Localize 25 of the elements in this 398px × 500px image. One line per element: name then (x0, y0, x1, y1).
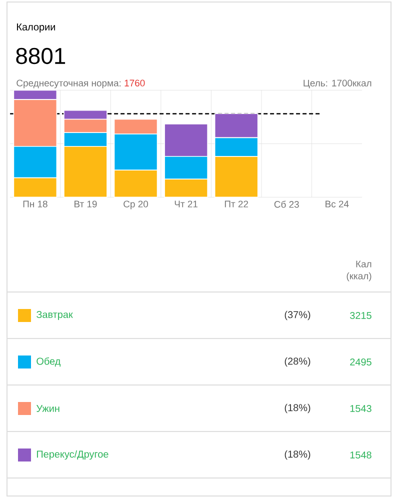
x-tick-label: Чт 21 (174, 200, 198, 208)
chart-title: Калории (17, 24, 55, 32)
legend-label: Перекус/Другое (36, 450, 108, 460)
x-tick-label: Вт 19 (74, 200, 97, 208)
text: 1760 (124, 80, 145, 86)
x-tick-label: Ср 20 (124, 200, 148, 210)
text: 1543 (350, 404, 372, 412)
text: Цель: 1700ккал (304, 80, 372, 88)
text: 2495 (350, 358, 372, 366)
x-tick-label: Пт 22 (224, 200, 248, 208)
text: Кал (ккал) (346, 260, 372, 282)
x-tick-label: Сб 23 (274, 200, 299, 208)
text: (18%) (284, 450, 310, 460)
x-tick-label: Вс 24 (326, 200, 349, 208)
text: 8801 (16, 48, 66, 64)
legend-label: Обед (36, 357, 61, 367)
text: (28%) (284, 357, 310, 367)
text: Среднесуточная норма: (16, 80, 121, 88)
text: 1548 (350, 451, 372, 459)
text: (37%) (284, 310, 310, 320)
legend-label: Завтрак (36, 310, 73, 320)
text: (18%) (284, 404, 310, 414)
legend-label: Ужин (36, 405, 60, 412)
x-tick-label: Пн 18 (23, 200, 48, 208)
text: 3215 (350, 312, 372, 320)
